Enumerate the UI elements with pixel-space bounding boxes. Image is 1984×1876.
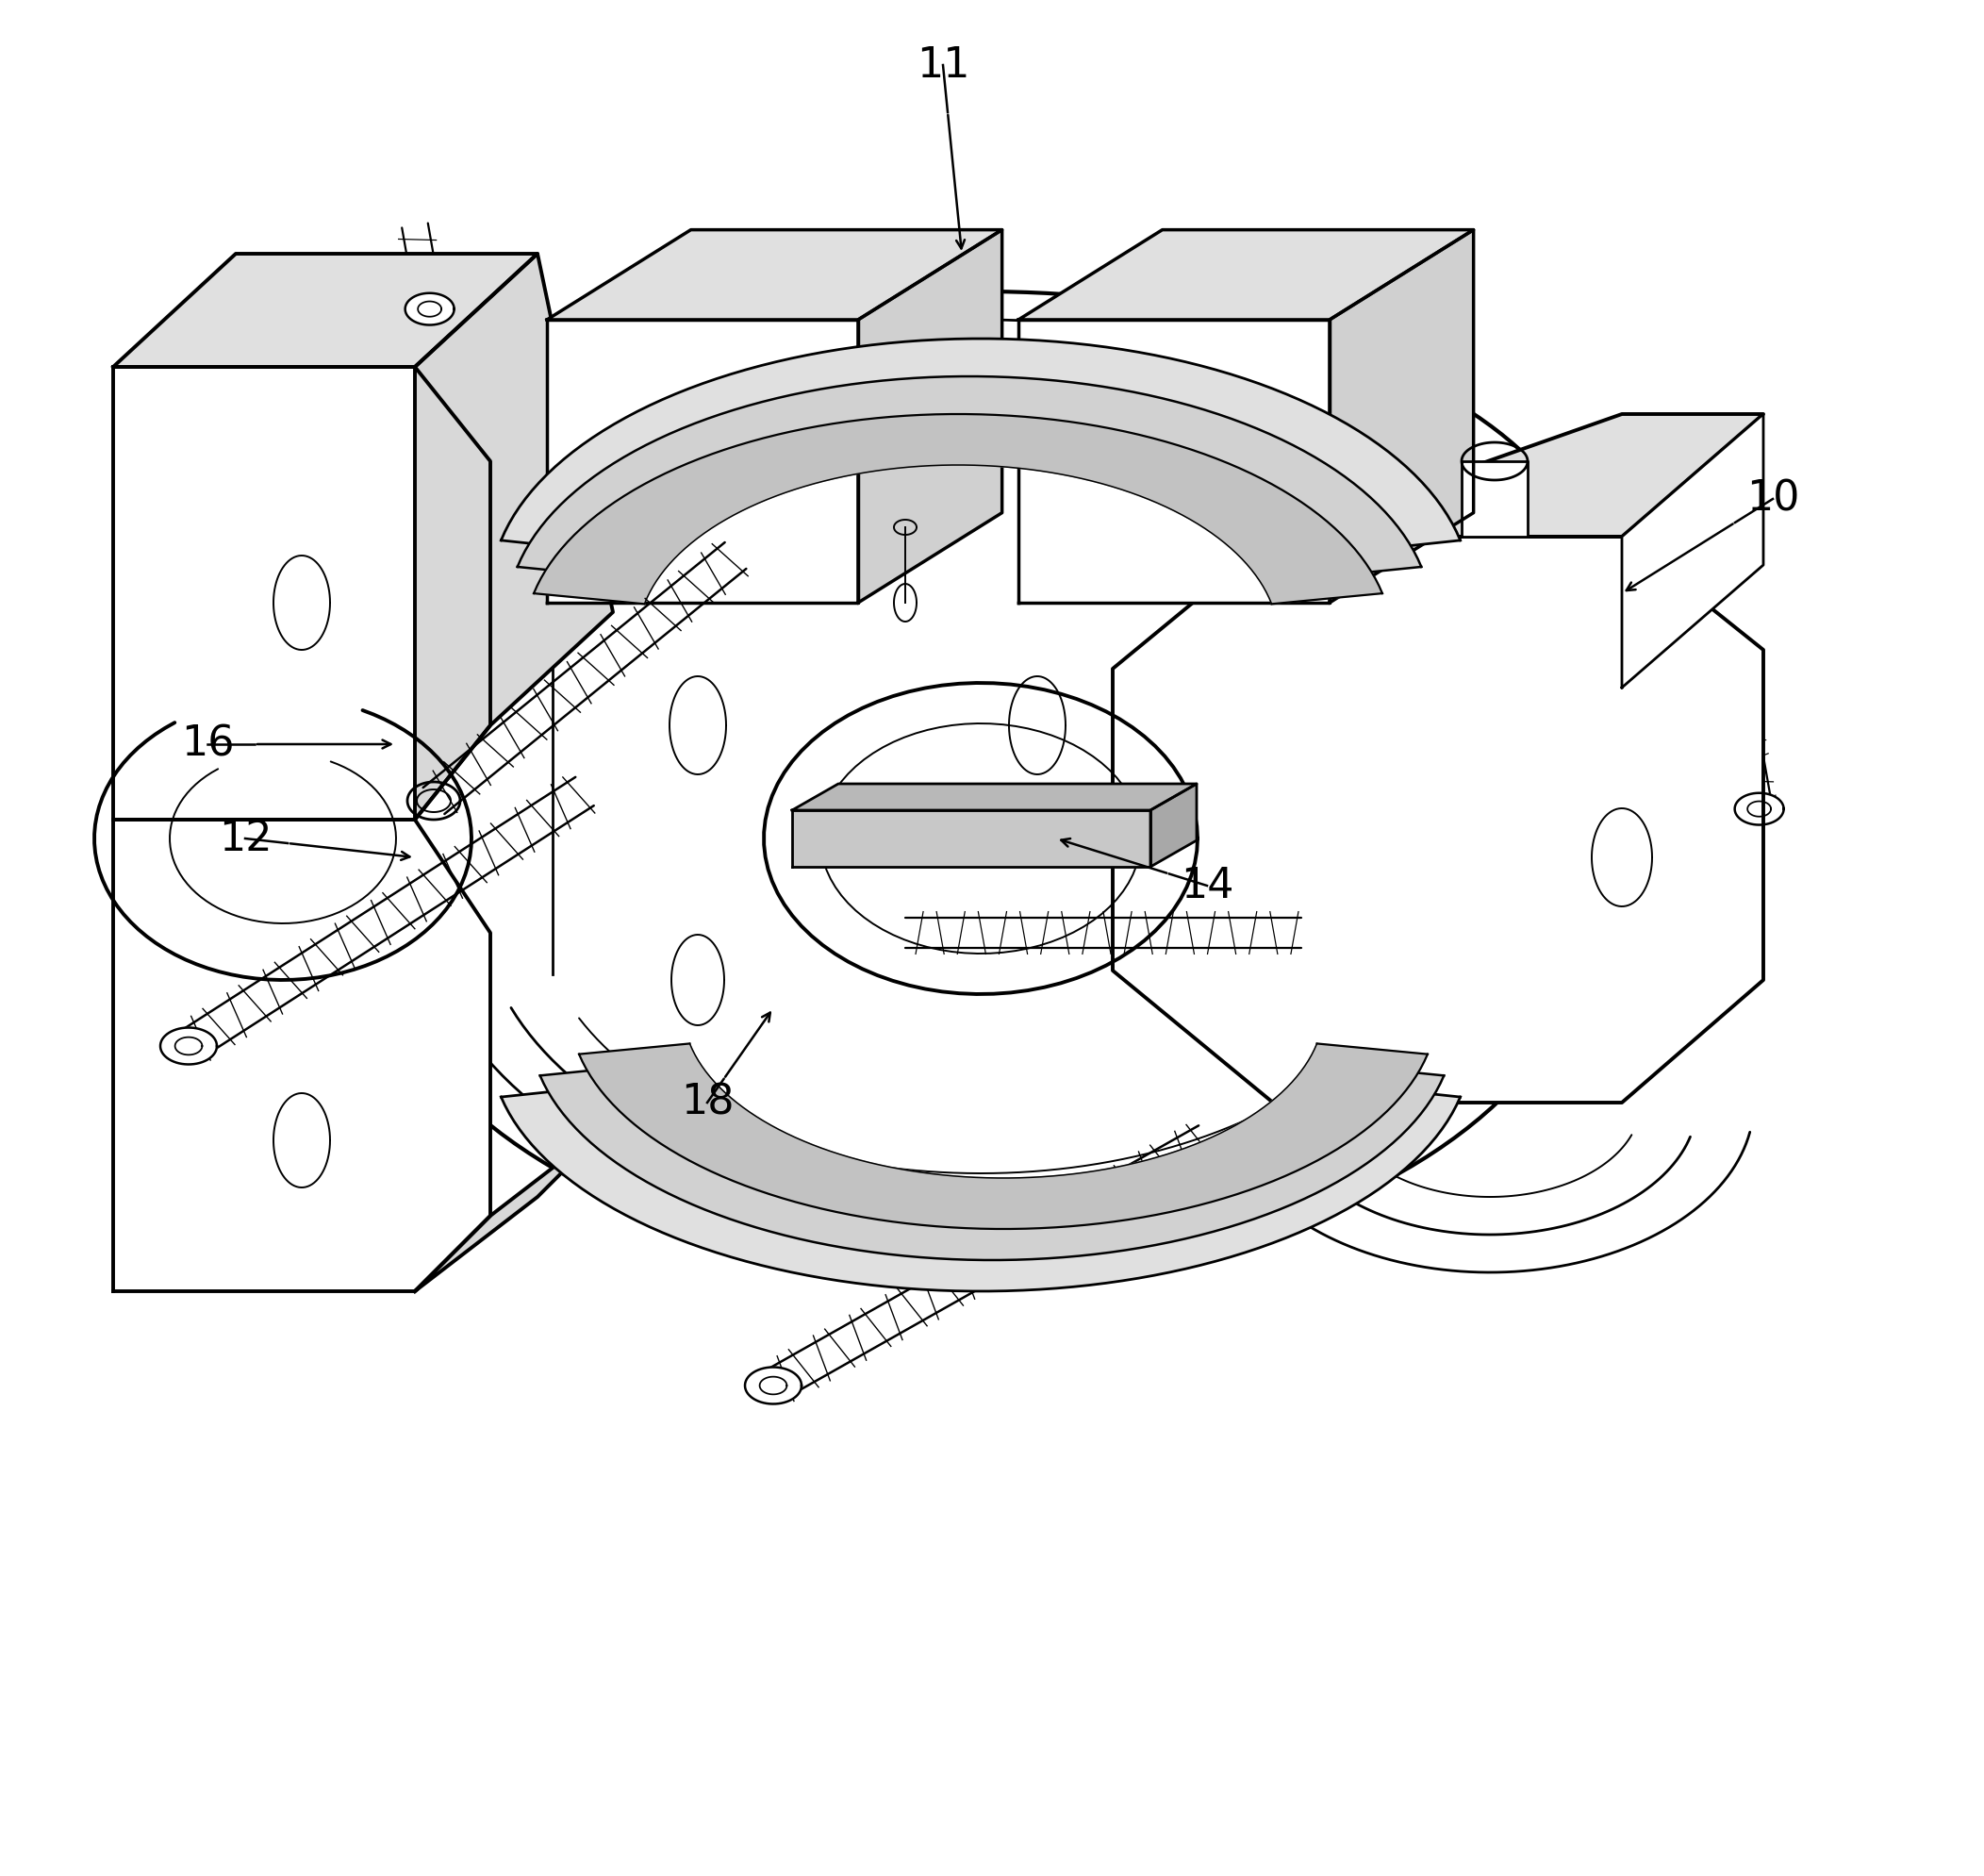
Polygon shape <box>502 340 1460 552</box>
Polygon shape <box>859 229 1002 602</box>
Polygon shape <box>792 810 1151 867</box>
Polygon shape <box>405 293 454 325</box>
Polygon shape <box>1734 794 1784 825</box>
Polygon shape <box>744 1368 802 1403</box>
Text: 14: 14 <box>1180 865 1234 906</box>
Polygon shape <box>548 319 859 602</box>
Polygon shape <box>540 1064 1444 1261</box>
Polygon shape <box>113 820 490 1291</box>
Polygon shape <box>502 1084 1460 1291</box>
Polygon shape <box>534 415 1383 604</box>
Polygon shape <box>1329 229 1474 602</box>
Text: 11: 11 <box>917 45 970 86</box>
Polygon shape <box>518 377 1421 578</box>
Polygon shape <box>1018 229 1474 319</box>
Polygon shape <box>415 1122 613 1291</box>
Polygon shape <box>161 1028 216 1064</box>
Polygon shape <box>1113 537 1764 1103</box>
Text: 18: 18 <box>681 1082 734 1124</box>
Polygon shape <box>1151 784 1196 867</box>
Polygon shape <box>1462 461 1528 537</box>
Polygon shape <box>792 784 1196 810</box>
Text: 12: 12 <box>218 818 272 859</box>
Text: 16: 16 <box>181 724 234 764</box>
Polygon shape <box>415 253 613 820</box>
Text: 10: 10 <box>1746 478 1799 520</box>
Polygon shape <box>1018 319 1329 602</box>
Polygon shape <box>113 253 538 368</box>
Polygon shape <box>1621 415 1764 688</box>
Polygon shape <box>113 368 490 820</box>
Polygon shape <box>548 229 1002 319</box>
Polygon shape <box>579 1043 1428 1229</box>
Polygon shape <box>1274 415 1764 537</box>
